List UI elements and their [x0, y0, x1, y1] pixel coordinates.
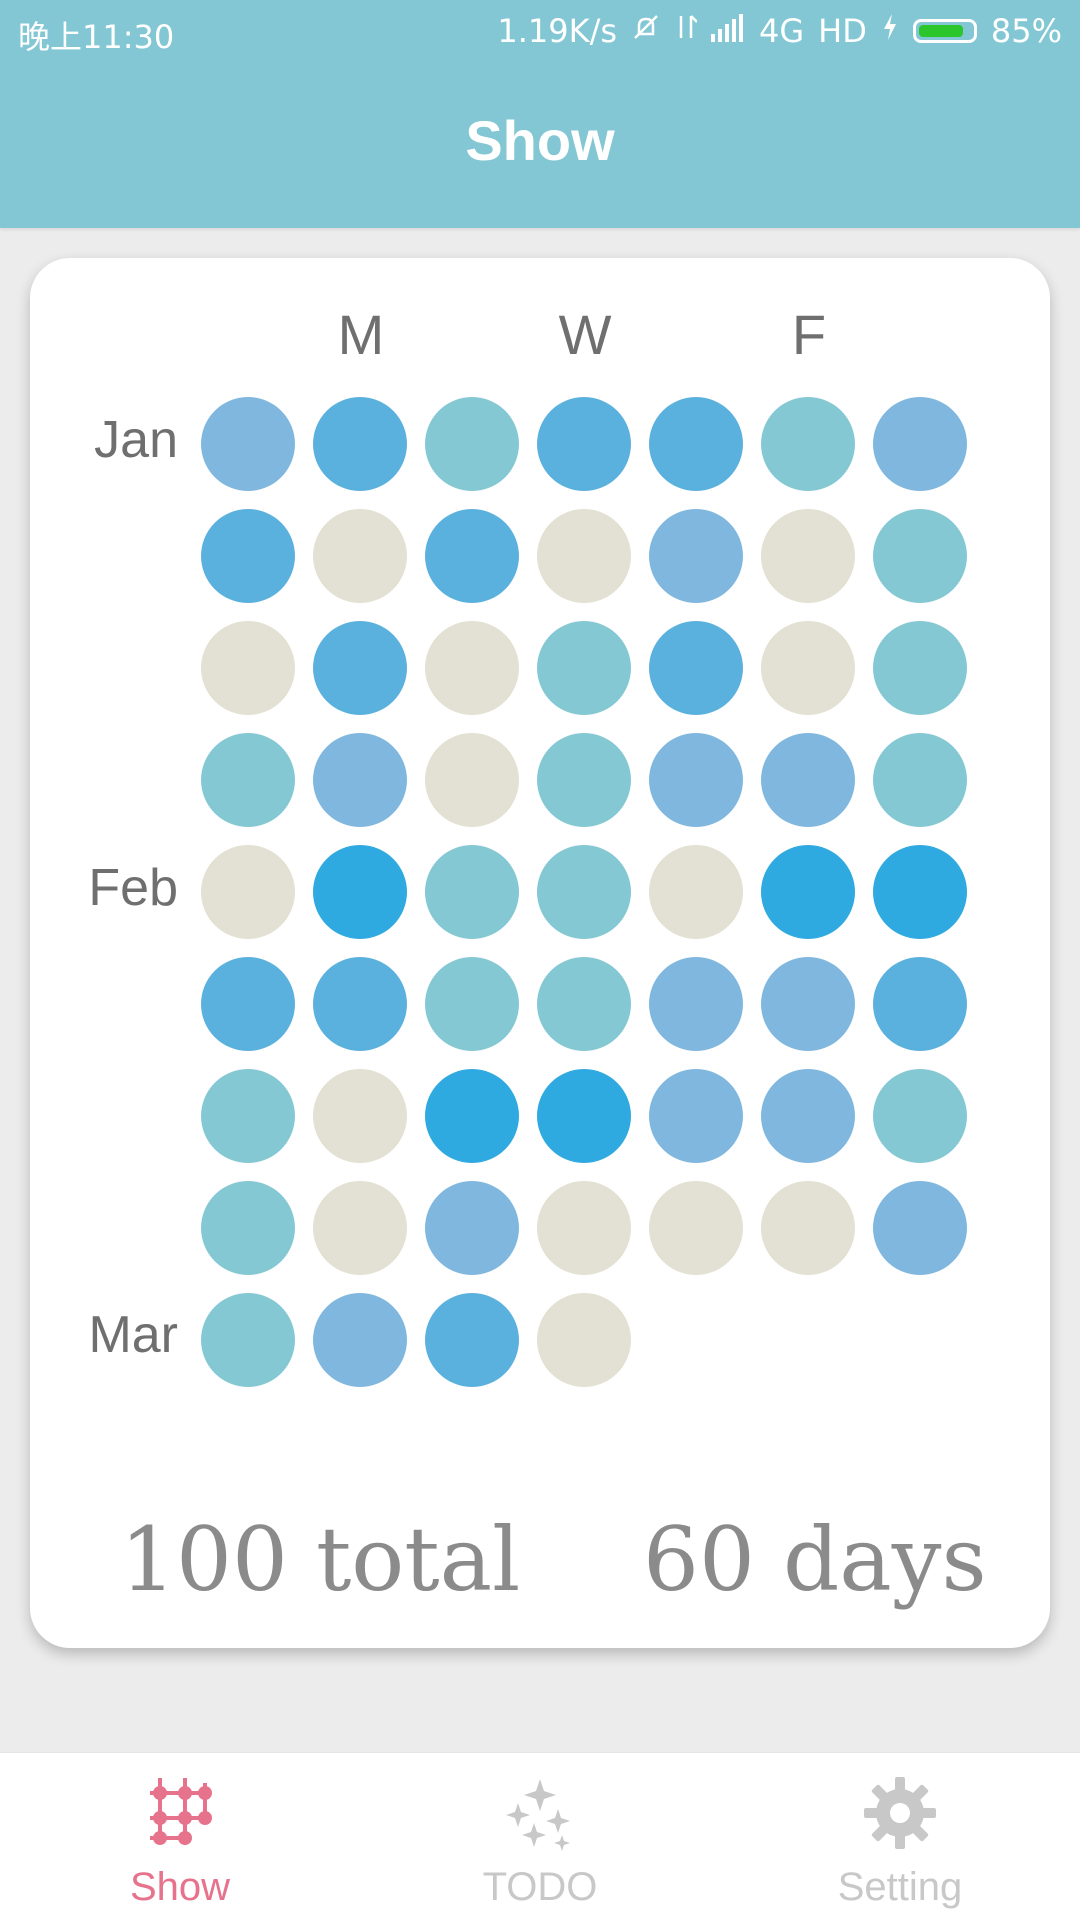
day-dot — [201, 957, 295, 1051]
day-dot — [649, 845, 743, 939]
tab-todo-label: TODO — [482, 1865, 598, 1909]
day-dot — [425, 1181, 519, 1275]
day-dot — [201, 1293, 295, 1387]
day-dot — [425, 957, 519, 1051]
day-dot — [313, 509, 407, 603]
day-dot — [761, 397, 855, 491]
day-dot — [537, 1293, 631, 1387]
day-dot — [201, 845, 295, 939]
day-dot — [761, 621, 855, 715]
day-dot — [761, 509, 855, 603]
day-dot — [201, 733, 295, 827]
day-dot — [761, 1181, 855, 1275]
day-dot — [425, 1293, 519, 1387]
day-dot — [873, 845, 967, 939]
app-bar: Show — [0, 62, 1080, 228]
day-header-monday: M — [337, 303, 385, 366]
day-dot — [201, 1181, 295, 1275]
total-count: 100 total — [120, 1508, 521, 1611]
day-dot — [873, 509, 967, 603]
day-dot — [313, 957, 407, 1051]
day-dot — [873, 397, 967, 491]
day-dot — [537, 1069, 631, 1163]
day-dot — [649, 397, 743, 491]
day-dot — [201, 509, 295, 603]
day-dot — [201, 621, 295, 715]
tab-setting-label: Setting — [837, 1865, 963, 1909]
mute-icon — [631, 12, 661, 50]
day-dot — [649, 1069, 743, 1163]
month-label-feb: Feb — [88, 859, 178, 917]
day-dot — [313, 1293, 407, 1387]
day-dot — [761, 1069, 855, 1163]
days-count: 60 days — [643, 1508, 987, 1611]
day-dot — [873, 1069, 967, 1163]
day-dot — [649, 733, 743, 827]
day-dot — [201, 1069, 295, 1163]
day-dot — [313, 845, 407, 939]
bottom-tab-bar: Show TODO — [0, 1752, 1080, 1921]
hd-indicator: HD — [818, 12, 867, 50]
day-dot — [873, 733, 967, 827]
day-dot — [649, 621, 743, 715]
tab-show-label: Show — [129, 1865, 231, 1909]
network-speed: 1.19K/s — [497, 12, 618, 50]
day-dot — [425, 1069, 519, 1163]
day-dot — [649, 1181, 743, 1275]
month-label-jan: Jan — [94, 411, 178, 469]
heatmap-card — [30, 258, 1050, 1648]
day-dot — [425, 621, 519, 715]
status-time: 晚上11:30 — [18, 18, 175, 56]
day-dot — [313, 733, 407, 827]
day-dot — [425, 845, 519, 939]
tab-show[interactable]: Show — [0, 1753, 360, 1921]
month-label-mar: Mar — [88, 1306, 178, 1364]
day-dot — [761, 733, 855, 827]
day-dot — [537, 397, 631, 491]
day-dot — [537, 621, 631, 715]
day-dot — [537, 957, 631, 1051]
status-right-group: 1.19K/s 4G HD — [497, 12, 1062, 50]
day-dot — [649, 509, 743, 603]
day-dot — [201, 397, 295, 491]
day-header-wednesday: W — [558, 303, 612, 366]
tab-setting[interactable]: Setting — [720, 1753, 1080, 1921]
day-dot — [425, 733, 519, 827]
battery-fill — [918, 25, 964, 37]
day-dot — [761, 845, 855, 939]
day-dot — [313, 397, 407, 491]
data-arrows-icon — [675, 12, 698, 50]
network-type: 4G — [759, 12, 805, 50]
signal-icon — [711, 12, 745, 50]
day-dot — [649, 957, 743, 1051]
day-dot — [873, 621, 967, 715]
day-dot — [313, 621, 407, 715]
charging-icon — [881, 12, 899, 50]
battery-icon — [912, 19, 977, 43]
battery-percent: 85% — [990, 12, 1062, 50]
tab-todo[interactable]: TODO — [360, 1753, 720, 1921]
day-dot — [537, 509, 631, 603]
day-dot — [873, 957, 967, 1051]
day-dot — [425, 509, 519, 603]
day-dot — [873, 1181, 967, 1275]
day-dot — [761, 957, 855, 1051]
day-dot — [425, 397, 519, 491]
day-dot — [537, 1181, 631, 1275]
day-dot — [537, 733, 631, 827]
day-dot — [313, 1181, 407, 1275]
day-dot — [313, 1069, 407, 1163]
day-header-friday: F — [791, 303, 827, 366]
status-bar: 晚上11:30 1.19K/s 4G HD — [0, 0, 1080, 62]
day-dot — [537, 845, 631, 939]
page-title: Show — [465, 109, 615, 172]
